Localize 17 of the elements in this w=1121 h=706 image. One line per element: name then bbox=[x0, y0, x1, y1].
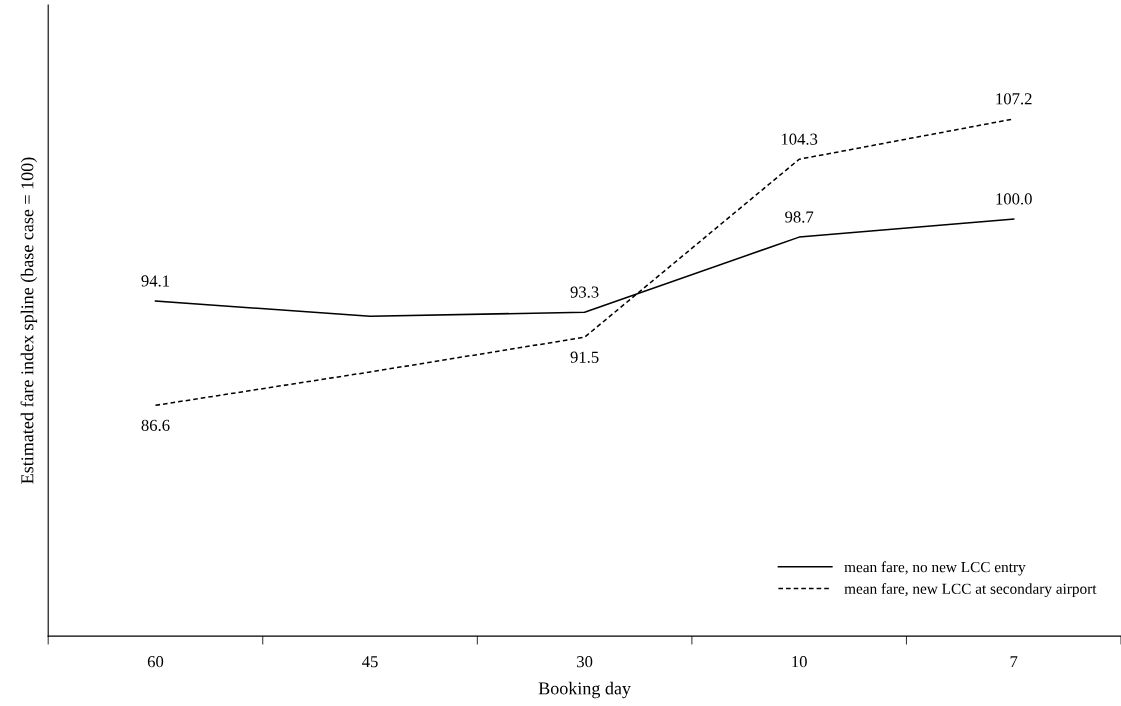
legend-label: mean fare, new LCC at secondary airport bbox=[844, 583, 1097, 598]
x-tick-label: 45 bbox=[362, 656, 378, 668]
data-label: 104.3 bbox=[781, 133, 818, 145]
data-label: 107.2 bbox=[996, 93, 1032, 105]
legend-label: mean fare, no new LCC entry bbox=[844, 561, 1026, 576]
data-label: 94.1 bbox=[141, 275, 170, 287]
data-label: 100.0 bbox=[996, 193, 1032, 205]
x-tick-label: 10 bbox=[792, 656, 807, 668]
x-axis-title: Booking day bbox=[538, 681, 631, 699]
data-label: 93.3 bbox=[570, 286, 599, 298]
x-tick-label: 30 bbox=[577, 656, 593, 668]
x-tick-label: 7 bbox=[1010, 656, 1018, 668]
x-tick-label: 60 bbox=[147, 656, 164, 668]
data-label: 86.6 bbox=[141, 419, 170, 432]
data-label: 98.7 bbox=[785, 211, 814, 223]
y-axis-title: Estimated fare index spline (base case = 100) bbox=[20, 157, 38, 484]
data-label: 91.5 bbox=[570, 351, 599, 363]
